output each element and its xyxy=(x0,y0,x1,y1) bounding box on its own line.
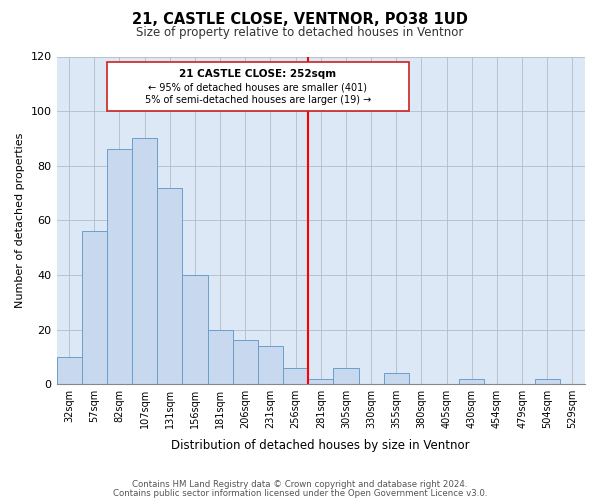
Bar xyxy=(107,150,132,384)
Text: ← 95% of detached houses are smaller (401): ← 95% of detached houses are smaller (40… xyxy=(148,82,367,92)
Bar xyxy=(82,231,107,384)
X-axis label: Distribution of detached houses by size in Ventnor: Distribution of detached houses by size … xyxy=(172,440,470,452)
Bar xyxy=(56,357,82,384)
Bar xyxy=(283,368,308,384)
Bar xyxy=(132,138,157,384)
Bar xyxy=(233,340,258,384)
Text: Contains HM Land Registry data © Crown copyright and database right 2024.: Contains HM Land Registry data © Crown c… xyxy=(132,480,468,489)
Bar xyxy=(157,188,182,384)
Text: 21, CASTLE CLOSE, VENTNOR, PO38 1UD: 21, CASTLE CLOSE, VENTNOR, PO38 1UD xyxy=(132,12,468,28)
FancyBboxPatch shape xyxy=(107,62,409,111)
Bar xyxy=(182,275,208,384)
Text: 5% of semi-detached houses are larger (19) →: 5% of semi-detached houses are larger (1… xyxy=(145,94,371,104)
Bar xyxy=(308,378,334,384)
Bar xyxy=(535,378,560,384)
Bar xyxy=(334,368,359,384)
Bar xyxy=(383,373,409,384)
Bar xyxy=(208,330,233,384)
Text: 21 CASTLE CLOSE: 252sqm: 21 CASTLE CLOSE: 252sqm xyxy=(179,69,337,79)
Bar xyxy=(258,346,283,384)
Bar xyxy=(459,378,484,384)
Text: Contains public sector information licensed under the Open Government Licence v3: Contains public sector information licen… xyxy=(113,488,487,498)
Text: Size of property relative to detached houses in Ventnor: Size of property relative to detached ho… xyxy=(136,26,464,39)
Y-axis label: Number of detached properties: Number of detached properties xyxy=(15,132,25,308)
